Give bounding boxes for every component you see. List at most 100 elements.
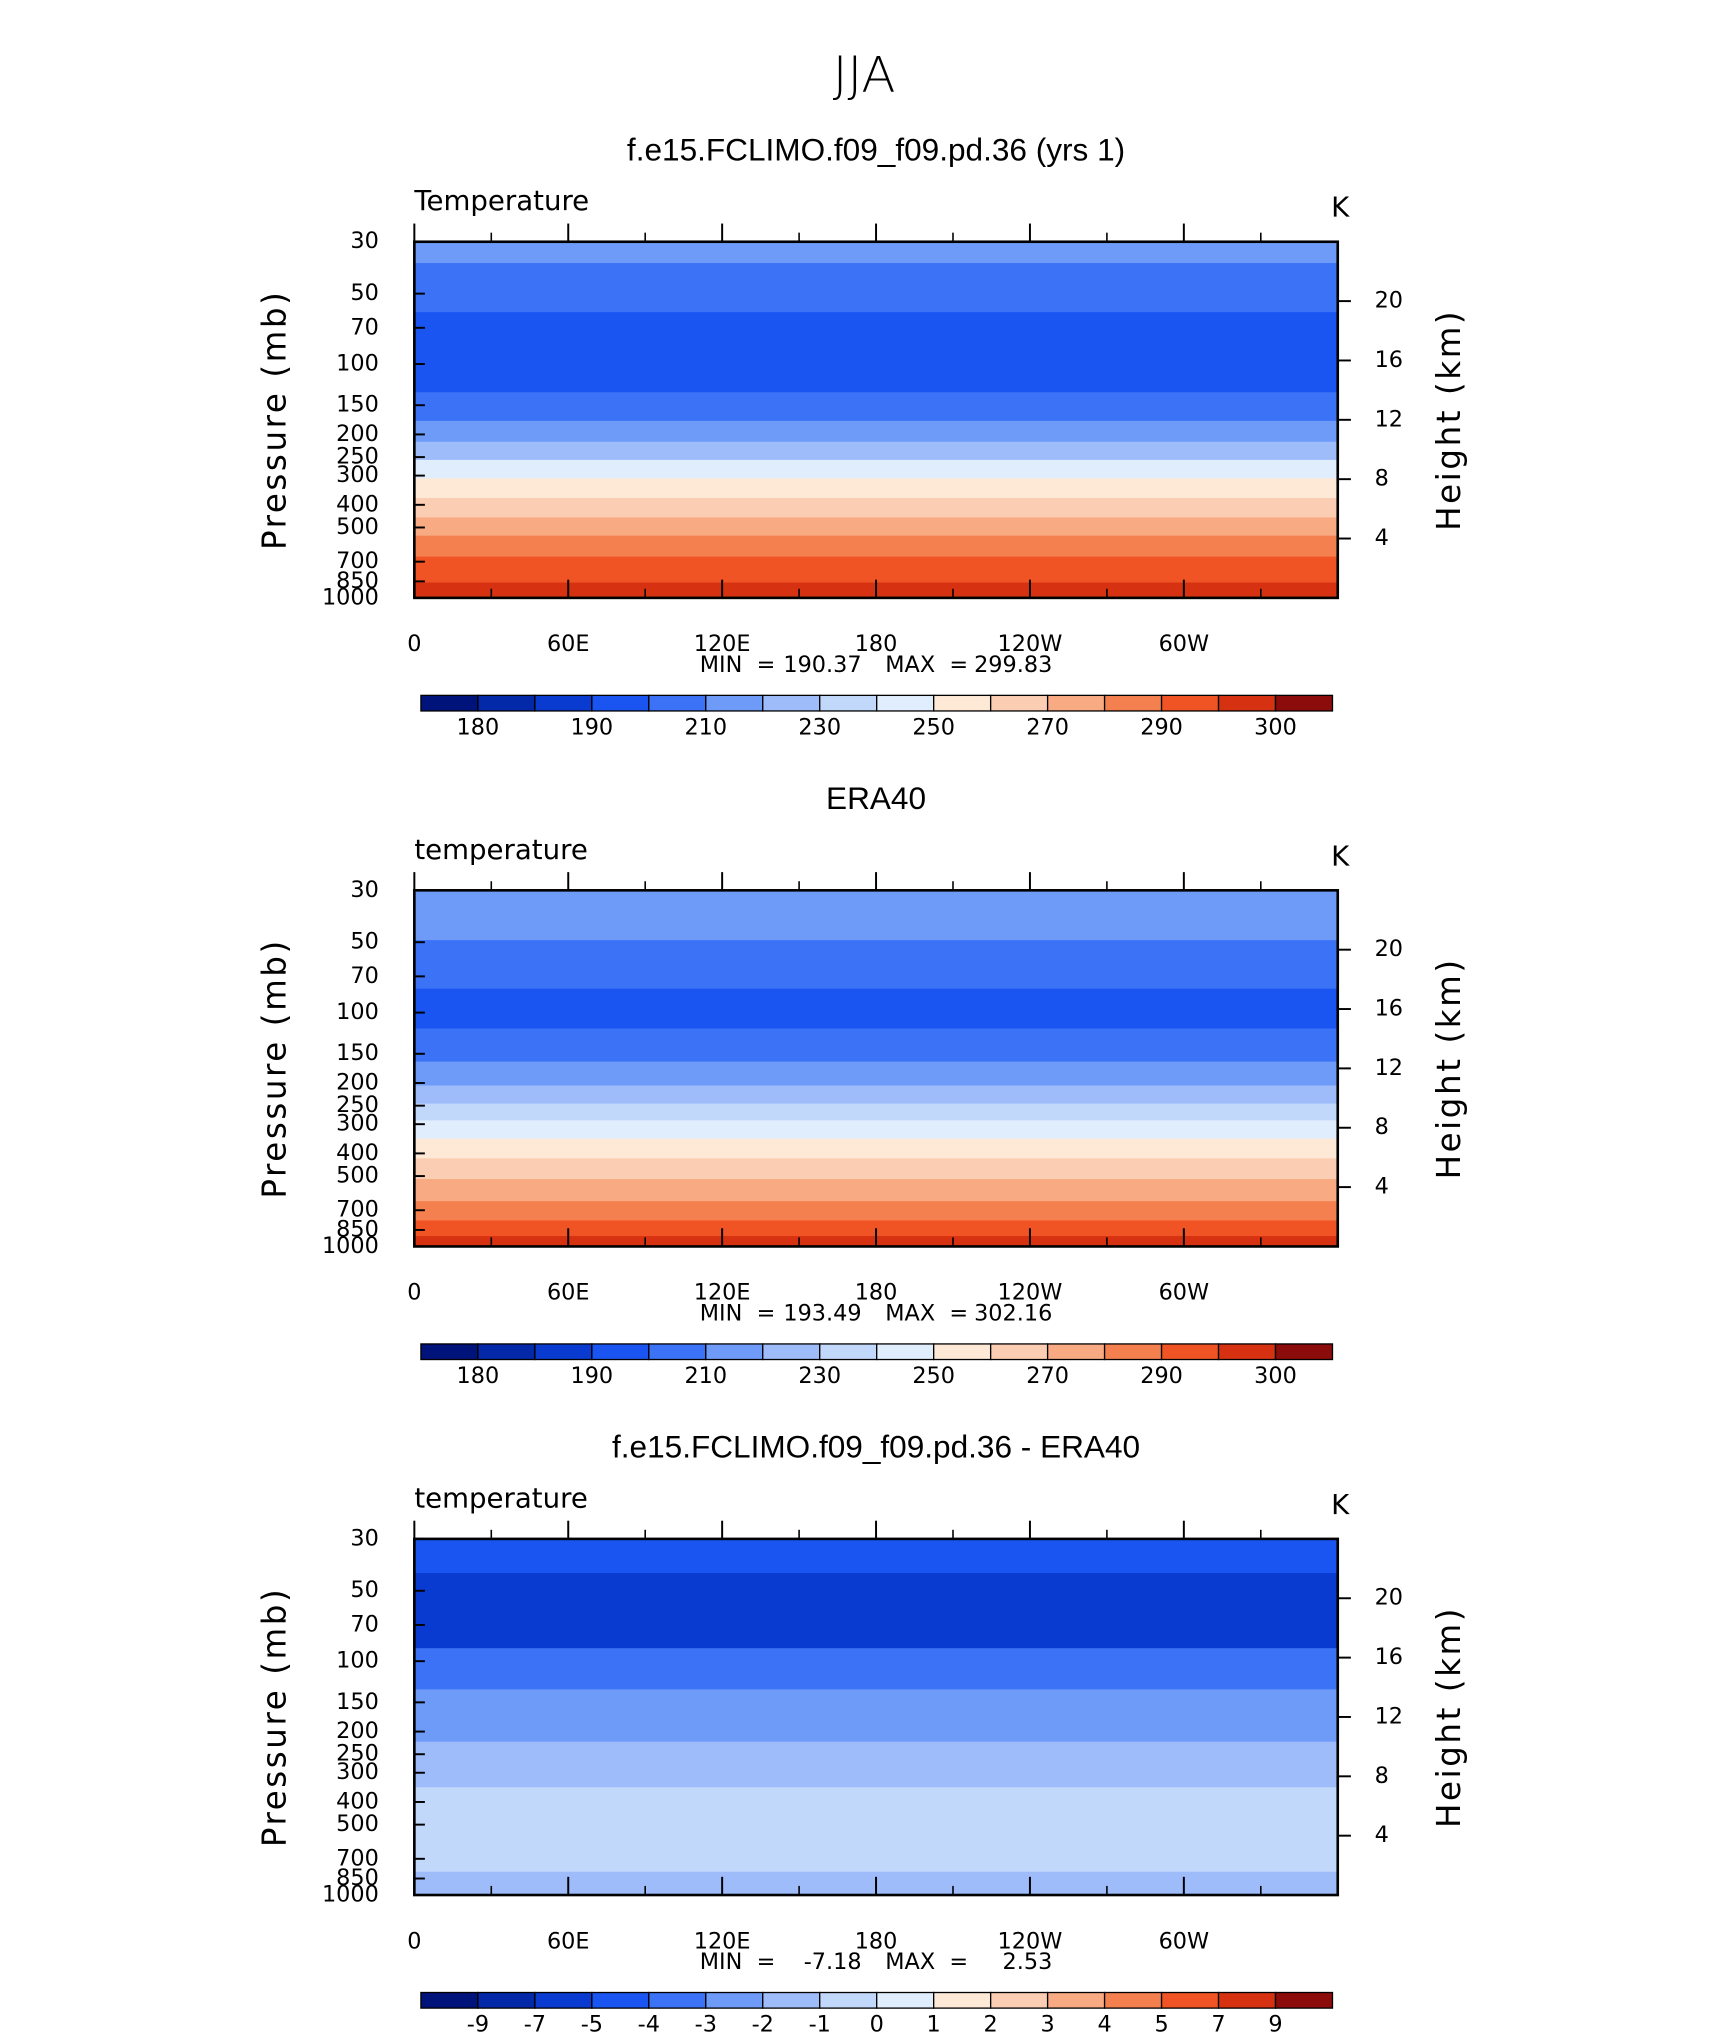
contour-band <box>414 1179 1338 1202</box>
y2-tick-label: 4 <box>1375 1174 1389 1200</box>
colorbar-label: 270 <box>1026 714 1069 740</box>
y-tick-label: 400 <box>336 1789 379 1815</box>
colorbar-box <box>762 1343 821 1361</box>
max-value: 299.83 <box>974 652 1052 678</box>
y-tick-label: 1000 <box>322 584 379 610</box>
y-tick-label: 50 <box>350 929 378 955</box>
y-tick-label: 400 <box>336 491 379 517</box>
colorbar-label: 3 <box>1041 2012 1055 2038</box>
y-tick-label: 30 <box>350 877 378 903</box>
colorbar-box <box>876 1343 935 1361</box>
max-label: MAX = <box>885 652 968 678</box>
y2-tick-label: 16 <box>1375 347 1403 373</box>
y-tick-label: 150 <box>336 392 379 418</box>
y2-tick-label: 4 <box>1375 1822 1389 1848</box>
contour-band <box>414 392 1338 422</box>
contour-band <box>414 1689 1338 1743</box>
colorbar-box <box>819 1343 878 1361</box>
colorbar-box <box>705 694 764 712</box>
panel-title: f.e15.FCLIMO.f09_f09.pd.36 - ERA40 <box>612 1430 1140 1465</box>
colorbar-box <box>876 1991 935 2009</box>
colorbar-box <box>477 694 536 712</box>
colorbar-box <box>705 1991 764 2009</box>
colorbar-box <box>1217 1991 1277 2009</box>
colorbar-label: -3 <box>695 2012 717 2038</box>
contour-band <box>414 1138 1338 1160</box>
max-label: MAX = <box>885 1301 968 1327</box>
y-tick-label: 50 <box>350 1577 378 1603</box>
contour-band <box>414 1648 1338 1691</box>
y-tick-label: 200 <box>336 1070 379 1096</box>
min-value: -7.18 <box>804 1949 862 1975</box>
colorbar-label: 290 <box>1140 714 1183 740</box>
x-tick-label: 0 <box>407 1280 421 1306</box>
y-tick-label: 150 <box>336 1040 379 1066</box>
colorbar-label: 210 <box>684 714 727 740</box>
y2-tick-label: 20 <box>1375 1585 1403 1611</box>
y2-tick-label: 8 <box>1375 1763 1389 1789</box>
contour-band <box>414 1120 1338 1140</box>
colorbar-box <box>648 694 707 712</box>
min-value: 190.37 <box>783 652 861 678</box>
y-tick-label: 70 <box>350 963 378 989</box>
colorbar-label: -7 <box>524 2012 546 2038</box>
x-tick-label: 120W <box>998 1928 1063 1954</box>
contour-band <box>414 1028 1338 1063</box>
colorbar-box <box>1046 1991 1106 2009</box>
colorbar-box <box>933 1343 992 1361</box>
y2-tick-label: 8 <box>1375 1114 1389 1140</box>
colorbar-label: 1 <box>927 2012 941 2038</box>
y2-tick-label: 20 <box>1375 288 1403 314</box>
colorbar-label: -4 <box>638 2012 660 2038</box>
colorbar-box <box>1103 694 1163 712</box>
x-tick-label: 180 <box>855 1928 898 1954</box>
colorbar-label: 300 <box>1254 714 1297 740</box>
panel-subtitle: temperature <box>414 835 587 866</box>
units: K <box>1331 841 1350 872</box>
x-tick-label: 120E <box>694 1280 751 1306</box>
x-tick-label: 0 <box>407 1928 421 1954</box>
units: K <box>1331 1490 1350 1521</box>
y2-tick-label: 12 <box>1375 1055 1403 1081</box>
y-tick-label: 250 <box>336 1741 379 1767</box>
contour-band <box>414 241 1338 264</box>
y-tick-label: 70 <box>350 314 378 340</box>
y-tick-label: 700 <box>336 1197 379 1223</box>
colorbar-box <box>989 694 1049 712</box>
y-tick-label: 250 <box>336 444 379 470</box>
colorbar-label: 300 <box>1254 1363 1297 1389</box>
figure-title: JJA <box>833 46 896 104</box>
colorbar-label: 270 <box>1026 1363 1069 1389</box>
x-tick-label: 180 <box>855 1280 898 1306</box>
y-tick-label: 850 <box>336 1217 379 1243</box>
y-tick-label: 30 <box>350 1525 378 1551</box>
colorbar-box <box>1046 694 1106 712</box>
y-tick-label: 700 <box>336 1845 379 1871</box>
y-tick-label: 300 <box>336 462 379 488</box>
colorbar-box <box>762 694 821 712</box>
x-tick-label: 60W <box>1159 631 1210 657</box>
max-value: 2.53 <box>1003 1949 1053 1975</box>
panel-subtitle: Temperature <box>413 186 589 217</box>
x-tick-label: 120W <box>998 1280 1063 1306</box>
contour-band <box>414 478 1338 499</box>
y2-tick-label: 16 <box>1375 1644 1403 1670</box>
colorbar-label: 4 <box>1097 2012 1111 2038</box>
x-tick-label: 60W <box>1159 1280 1210 1306</box>
y-tick-label: 850 <box>336 568 379 594</box>
panel-title: f.e15.FCLIMO.f09_f09.pd.36 (yrs 1) <box>627 132 1125 167</box>
colorbar-box <box>591 694 650 712</box>
colorbar-box <box>1103 1343 1163 1361</box>
min-label: MIN = <box>700 1301 776 1327</box>
contour-band <box>414 1061 1338 1087</box>
colorbar-label: -5 <box>581 2012 603 2038</box>
contour-band <box>414 517 1338 537</box>
panel-title: ERA40 <box>826 781 926 816</box>
colorbar-box <box>591 1343 650 1361</box>
y-tick-label: 850 <box>336 1865 379 1891</box>
y-tick-label: 100 <box>336 1648 379 1674</box>
colorbar-box <box>762 1991 821 2009</box>
x-tick-label: 120E <box>694 631 751 657</box>
colorbar-label: -1 <box>809 2012 831 2038</box>
